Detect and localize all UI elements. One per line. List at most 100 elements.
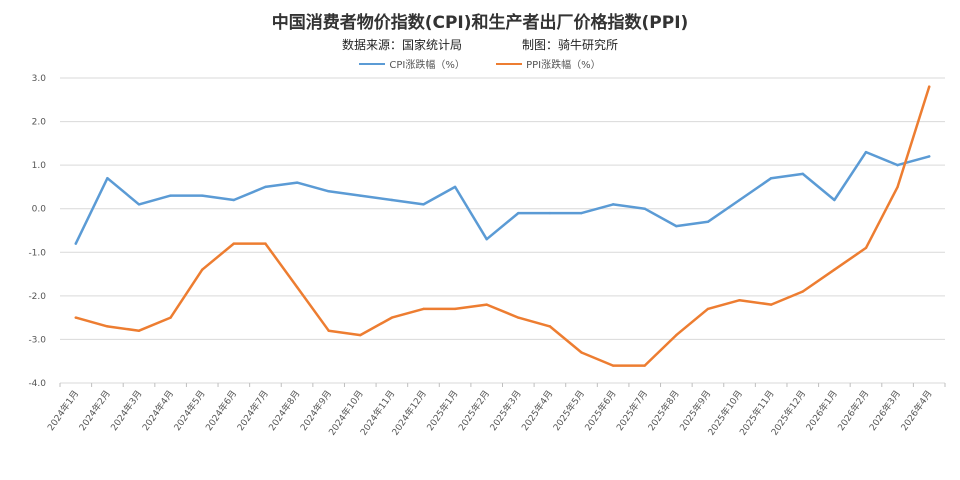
y-tick-label: 0.0 <box>32 205 47 215</box>
y-tick-label: -1.0 <box>28 248 46 258</box>
data-point-ppi <box>485 303 488 306</box>
chart-title: 中国消费者物价指数(CPI)和生产者出厂价格指数(PPI) <box>271 13 689 33</box>
data-point-cpi <box>580 211 583 215</box>
data-point-cpi <box>801 172 804 176</box>
data-point-ppi <box>232 242 236 245</box>
data-point-cpi <box>864 150 868 154</box>
author-label: 制图：骑牛研究所 <box>522 38 619 52</box>
data-point-ppi <box>106 325 109 328</box>
data-point-ppi <box>896 185 899 189</box>
data-point-ppi <box>833 268 836 271</box>
x-tick-label: 2025年3月 <box>487 388 524 433</box>
x-tick-label: 2024年4月 <box>140 388 177 433</box>
data-point-cpi <box>453 185 457 189</box>
data-point-cpi <box>517 211 520 215</box>
data-point-cpi <box>137 203 141 206</box>
x-tick-label: 2024年2月 <box>76 388 113 433</box>
data-point-cpi <box>264 185 267 189</box>
legend-item-ppi: PPI涨跌幅（%） <box>496 56 601 71</box>
data-point-cpi <box>738 198 741 202</box>
x-tick-label: 2024年6月 <box>203 388 240 433</box>
x-tick-label: 2026年4月 <box>898 388 935 433</box>
data-point-ppi <box>74 316 78 319</box>
data-point-cpi <box>359 194 362 197</box>
data-point-cpi <box>548 211 552 215</box>
data-point-ppi <box>864 246 868 250</box>
data-point-cpi <box>327 190 330 193</box>
x-tick-label: 2024年5月 <box>171 388 208 433</box>
y-tick-label: -4.0 <box>28 379 46 389</box>
data-point-ppi <box>264 242 267 245</box>
legend-item-cpi: CPI涨跌幅（%） <box>359 56 465 71</box>
x-tick-label: 2025年1月 <box>424 388 461 433</box>
x-tick-label: 2025年5月 <box>550 388 587 433</box>
data-point-cpi <box>896 163 899 167</box>
data-point-ppi <box>201 268 204 271</box>
data-point-cpi <box>611 203 615 206</box>
x-tick-label: 2025年6月 <box>582 388 619 433</box>
data-point-cpi <box>643 207 646 210</box>
data-point-ppi <box>738 299 741 302</box>
data-point-cpi <box>232 198 236 202</box>
series-line-ppi <box>74 85 931 367</box>
y-tick-label: -2.0 <box>28 292 46 302</box>
source-label: 数据来源：国家统计局 <box>341 38 462 52</box>
data-point-ppi <box>769 303 773 306</box>
legend-label-cpi: CPI涨跌幅（%） <box>389 60 465 71</box>
data-point-ppi <box>137 329 141 332</box>
data-point-ppi <box>611 364 615 367</box>
x-tick-label: 2025年9月 <box>677 388 714 433</box>
data-point-ppi <box>453 307 457 311</box>
data-point-cpi <box>675 224 678 228</box>
x-tick-label: 2025年7月 <box>614 388 651 433</box>
x-tick-label: 2025年4月 <box>519 388 556 433</box>
chart-subtitle: 数据来源：国家统计局 制图：骑牛研究所 <box>0 36 960 53</box>
data-point-ppi <box>169 316 172 319</box>
legend-label-ppi: PPI涨跌幅（%） <box>526 60 601 71</box>
data-point-cpi <box>390 198 394 202</box>
y-tick-label: 2.0 <box>32 118 47 128</box>
data-point-cpi <box>706 220 710 223</box>
data-point-ppi <box>390 316 394 319</box>
y-tick-label: -3.0 <box>28 335 46 345</box>
data-point-cpi <box>927 155 931 158</box>
data-point-cpi <box>201 194 204 197</box>
data-point-cpi <box>295 181 299 184</box>
x-tick-label: 2024年7月 <box>234 388 271 433</box>
x-tick-label: 2025年2月 <box>456 388 493 433</box>
data-point-ppi <box>548 325 552 328</box>
data-point-ppi <box>422 307 425 311</box>
x-tick-label: 2024年8月 <box>266 388 303 433</box>
x-tick-label: 2024年3月 <box>108 388 145 433</box>
x-tick-label: 2026年2月 <box>835 388 872 433</box>
data-point-ppi <box>706 307 710 311</box>
data-point-ppi <box>580 351 583 354</box>
data-point-ppi <box>675 333 678 337</box>
data-point-ppi <box>801 290 804 293</box>
x-tick-label: 2025年8月 <box>645 388 682 433</box>
y-tick-label: 1.0 <box>32 161 47 171</box>
data-point-cpi <box>769 177 773 180</box>
x-tick-label: 2026年1月 <box>803 388 840 433</box>
x-tick-label: 2024年9月 <box>298 388 335 433</box>
data-point-cpi <box>485 238 488 241</box>
data-point-ppi <box>295 285 299 289</box>
legend-swatch-ppi <box>496 62 523 65</box>
chart-legend: CPI涨跌幅（%） PPI涨跌幅（%） <box>0 56 960 71</box>
x-tick-label: 2026年3月 <box>866 388 903 433</box>
data-point-ppi <box>517 316 520 319</box>
y-tick-label: 3.0 <box>32 74 47 84</box>
data-point-cpi <box>422 203 425 206</box>
data-point-ppi <box>359 333 362 337</box>
series-line-cpi <box>74 150 931 245</box>
data-point-cpi <box>74 242 78 245</box>
data-point-cpi <box>833 198 836 202</box>
data-point-ppi <box>643 364 646 367</box>
legend-swatch-cpi <box>359 62 386 65</box>
data-point-cpi <box>106 177 109 180</box>
x-tick-label: 2024年1月 <box>45 388 82 433</box>
data-point-ppi <box>327 329 330 332</box>
data-point-cpi <box>169 194 172 197</box>
